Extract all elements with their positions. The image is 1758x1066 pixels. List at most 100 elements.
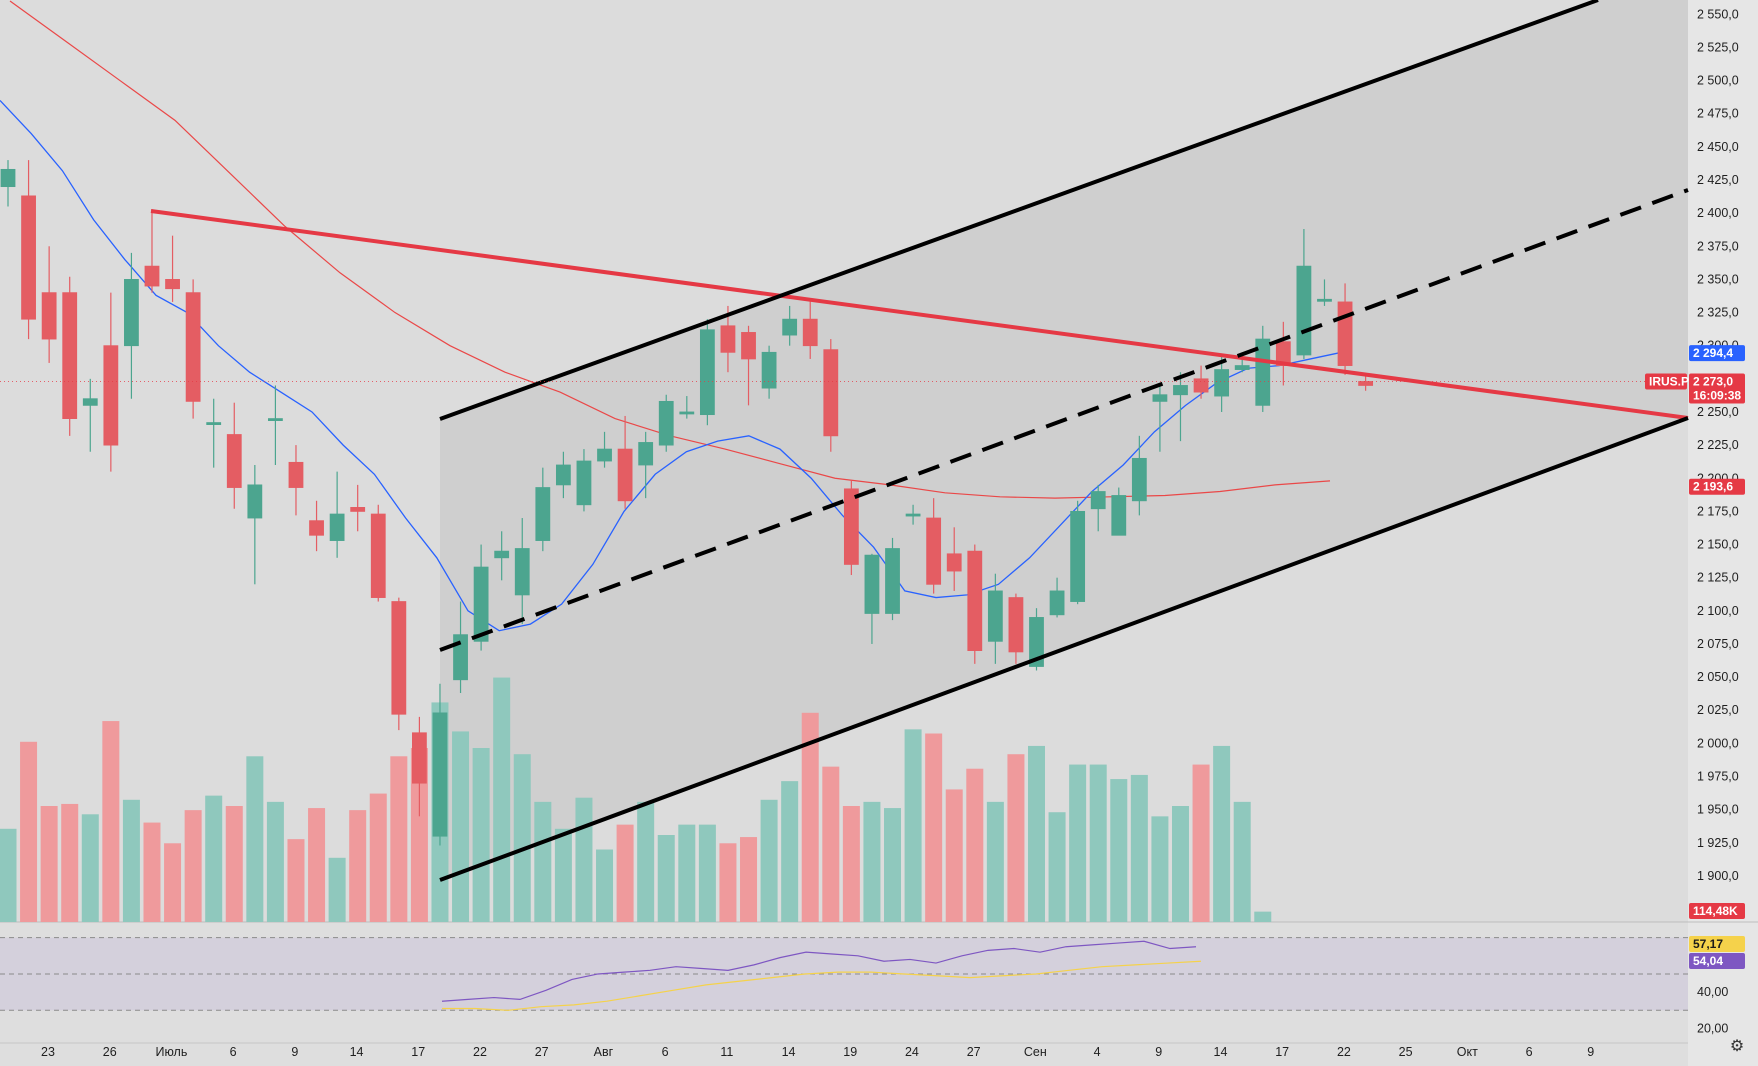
volume-bar [863,801,881,922]
channel-lower-line[interactable] [439,416,1689,882]
volume-bar [1089,764,1107,922]
volume-bar [1192,764,1210,922]
candle-body [432,712,448,837]
candle-body [473,566,489,642]
time-tick-label: 9 [1155,1045,1162,1059]
candle-body [1337,301,1353,366]
candle-body [905,513,921,517]
time-tick-label: 14 [782,1045,796,1059]
time-tick-label: Июль [155,1045,187,1059]
volume-bar [205,795,223,922]
volume-bar [575,797,593,922]
channel-mid-line[interactable] [439,188,1689,652]
candle-body [1090,491,1106,510]
rsi-line [441,940,1197,1002]
time-tick-label: 6 [662,1045,669,1059]
volume-bar [308,808,326,922]
blue-ma-badge-bg [1689,345,1745,362]
channel-fill [440,0,1688,880]
settings-gear-icon[interactable]: ⚙ [1729,1038,1745,1055]
volume-bar [945,789,963,922]
price-tick-label: 2 175,0 [1697,504,1739,518]
volume-bar [164,843,182,922]
volume-bar [1171,806,1189,922]
volume-bar [554,828,572,922]
price-tick-label: 2 075,0 [1697,637,1739,651]
volume-bar [657,835,675,922]
price-tick-label: 2 425,0 [1697,173,1739,187]
candle-body [82,398,98,406]
candle-body [411,732,427,784]
volume-bar [1233,801,1251,922]
volume-bar [61,803,79,922]
rsi-ma-line [442,960,1202,1011]
time-tick-label: 9 [291,1045,298,1059]
last-price-badge: 2 273,0 [1693,374,1733,388]
volume-bar [616,824,634,922]
time-tick-label: 6 [1526,1045,1533,1059]
candle-body [658,400,674,446]
volume-bar [760,799,778,922]
volume-bar [328,857,346,922]
candle-body [576,460,592,506]
candle-body [802,318,818,347]
volume-bar [801,712,819,922]
candle-body [309,520,324,536]
price-tick-label: 2 000,0 [1697,736,1739,750]
red-ma-badge: 2 193,6 [1693,480,1733,494]
time-tick-label: 24 [905,1045,919,1059]
candle-body [1296,265,1312,356]
price-tick-label: 2 475,0 [1697,107,1739,121]
time-tick-label: 9 [1587,1045,1594,1059]
volume-bar [349,810,367,922]
candle-body [1029,617,1044,667]
volume-badge: 114,48K [1693,904,1738,918]
candle-body [782,318,798,336]
candle-body [885,548,900,614]
candle-body [741,332,756,360]
volume-bar [781,781,799,922]
volume-bar [0,828,17,922]
volume-bar [740,837,758,922]
volume-bar [369,793,387,922]
volume-bar [842,806,860,922]
candle-body [1275,341,1291,366]
price-tick-label: 2 225,0 [1697,438,1739,452]
ma-blue-line [0,100,1342,632]
volume-bar [1254,911,1272,922]
candle-body [946,553,962,572]
candle-body [638,442,654,466]
volume-bar [1048,812,1066,922]
red-trendline[interactable] [150,209,1689,420]
rsi-tick-label: 40,00 [1697,985,1728,999]
time-tick-label: 17 [1275,1045,1289,1059]
price-tick-label: 2 350,0 [1697,272,1739,286]
time-tick-label: 17 [411,1045,425,1059]
candle-body [1111,495,1127,536]
rsi-ma-badge: 57,17 [1693,937,1723,951]
volume-bar [513,754,531,922]
volume-bar [410,748,428,922]
candle-body [226,434,242,488]
symbol-badge-bg [1645,373,1687,390]
volume-bar [925,733,943,922]
volume-bar [225,806,243,922]
price-tick-label: 1 975,0 [1697,770,1739,784]
rsi-badge-bg [1689,953,1745,969]
candle-body [350,507,366,512]
time-tick-label: 23 [41,1045,55,1059]
channel-upper-line[interactable] [439,0,1599,421]
volume-bar [122,799,140,922]
symbol-badge: IRUS.P [1649,374,1689,388]
candle-body [206,422,222,425]
volume-bar [884,808,902,922]
price-tick-label: 2 125,0 [1697,571,1739,585]
volume-bar [390,756,408,922]
candle-body [124,279,139,347]
candle-body [268,418,283,422]
candle-body [720,325,736,353]
volume-bar [1151,816,1169,922]
candle-body [1152,394,1168,402]
volume-bar [904,729,922,922]
